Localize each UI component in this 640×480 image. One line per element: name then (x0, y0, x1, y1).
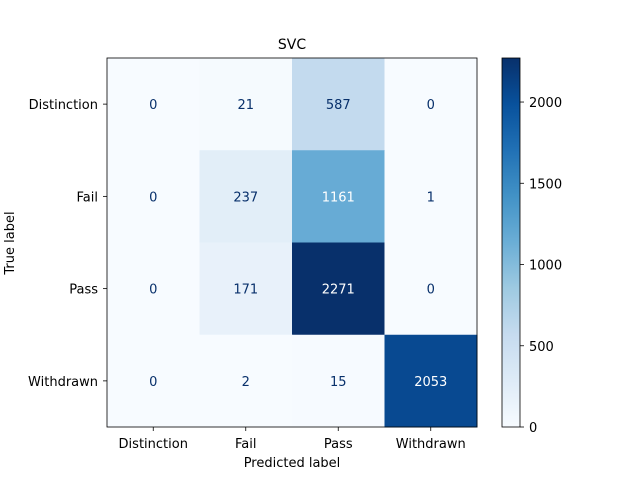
colorbar-tick-label: 500 (529, 340, 554, 355)
cell-value-label: 237 (233, 190, 258, 205)
matrix-cell (107, 150, 200, 243)
matrix-cell (384, 242, 478, 336)
matrix-cell (384, 150, 478, 243)
cell-value-label: 1 (427, 190, 435, 205)
x-tick-label: Distinction (119, 437, 188, 452)
colorbar-tick-label: 1500 (529, 177, 562, 192)
cell-value-label: 171 (233, 283, 258, 298)
cell-value-label: 0 (149, 98, 157, 113)
matrix-cell (199, 334, 293, 428)
matrix-cell (292, 150, 385, 243)
matrix-cell (199, 242, 293, 336)
y-tick-label: Pass (69, 283, 98, 298)
colorbar-tick-label: 2000 (529, 96, 562, 111)
cell-value-label: 0 (149, 283, 157, 298)
y-tick-label: Withdrawn (28, 375, 98, 390)
matrix-cell (199, 150, 293, 243)
cell-value-label: 2 (242, 375, 250, 390)
matrix-cells (107, 58, 478, 428)
y-tick-label: Fail (77, 190, 98, 205)
x-axis-label: Predicted label (244, 456, 341, 471)
x-tick-label: Withdrawn (396, 437, 466, 452)
colorbar (501, 57, 521, 428)
matrix-cell (384, 334, 478, 428)
matrix-cell (292, 242, 385, 336)
cell-value-label: 0 (149, 190, 157, 205)
x-tick-label: Pass (324, 437, 353, 452)
matrix-cell (107, 242, 200, 336)
plot-frame (106, 57, 478, 428)
cell-value-label: 2271 (322, 283, 355, 298)
colorbar-tick-label: 0 (529, 421, 537, 436)
cell-value-label: 587 (326, 98, 351, 113)
x-tick-label: Fail (235, 437, 256, 452)
y-axis-ticks: Distinction Fail Pass Withdrawn (28, 98, 107, 390)
chart-title: SVC (278, 37, 306, 53)
cell-value-label: 1161 (322, 190, 355, 205)
matrix-cell-labels: 0 21 587 0 0 237 1161 1 0 171 2271 0 0 2 15 2053 (149, 98, 447, 390)
matrix-cell (292, 58, 385, 151)
colorbar-tick-label: 1000 (529, 259, 562, 274)
matrix-cell (199, 58, 293, 151)
colorbar-ticks: 0 500 1000 1500 2000 (520, 96, 562, 436)
cell-value-label: 0 (427, 283, 435, 298)
matrix-cell (292, 334, 385, 428)
matrix-cell (107, 58, 200, 151)
cell-value-label: 0 (427, 98, 435, 113)
y-axis-label: True label (3, 211, 18, 275)
matrix-cell (384, 58, 478, 151)
y-tick-label: Distinction (29, 98, 98, 113)
matrix-cell (107, 334, 200, 428)
cell-value-label: 15 (330, 375, 347, 390)
cell-value-label: 2053 (414, 375, 447, 390)
cell-value-label: 21 (237, 98, 254, 113)
cell-value-label: 0 (149, 375, 157, 390)
x-axis-ticks: Distinction Fail Pass Withdrawn (119, 427, 466, 452)
